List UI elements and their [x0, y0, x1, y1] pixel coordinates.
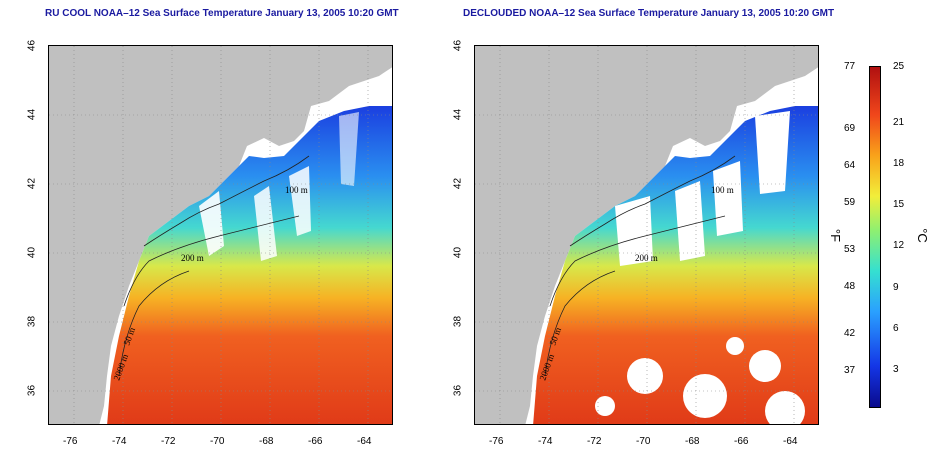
colorbar-c-tick: 25	[893, 61, 905, 72]
lat-tick: 42	[452, 177, 464, 190]
sst-field	[107, 106, 392, 424]
lon-tick: -68	[259, 436, 274, 447]
colorbar-c-tick: 12	[893, 240, 905, 251]
lat-tick: 42	[26, 177, 38, 190]
unit-celsius: °C	[914, 228, 930, 243]
colorbar-f-tick: 59	[844, 197, 856, 208]
lon-tick: -64	[783, 436, 798, 447]
lon-tick: -70	[636, 436, 651, 447]
colorbar-f-tick: 53	[844, 244, 856, 255]
land-mass	[475, 46, 818, 424]
lon-tick: -66	[308, 436, 323, 447]
lon-tick: -74	[538, 436, 553, 447]
lat-tick: 46	[26, 39, 38, 52]
lat-tick: 44	[26, 108, 38, 121]
lat-tick: 36	[452, 384, 464, 397]
colorbar-f-tick: 77	[844, 61, 856, 72]
lon-tick: -76	[63, 436, 78, 447]
contour-label: 200 m	[181, 253, 204, 263]
sst-map-declouded: 100 m 200 m 50 m 2000 m	[474, 45, 819, 425]
lon-tick: -72	[161, 436, 176, 447]
sst-field	[533, 106, 818, 424]
colorbar-c-tick: 18	[893, 158, 905, 169]
lon-tick: -64	[357, 436, 372, 447]
contour-label: 200 m	[635, 253, 658, 263]
lat-tick: 46	[452, 39, 464, 52]
colorbar-c-tick: 15	[893, 199, 905, 210]
colorbar-c-tick: 3	[893, 364, 899, 375]
lat-tick: 38	[452, 315, 464, 328]
lon-tick: -66	[734, 436, 749, 447]
lat-tick: 44	[452, 108, 464, 121]
contour-label: 100 m	[285, 185, 308, 195]
colorbar-c-tick: 6	[893, 323, 899, 334]
temperature-colorbar	[869, 66, 881, 408]
colorbar-f-tick: 64	[844, 160, 856, 171]
land-mass	[49, 46, 392, 424]
lon-tick: -70	[210, 436, 225, 447]
colorbar-f-tick: 48	[844, 281, 856, 292]
contour-label: 100 m	[711, 185, 734, 195]
colorbar-c-tick: 21	[893, 117, 905, 128]
lat-tick: 38	[26, 315, 38, 328]
colorbar-c-tick: 9	[893, 282, 899, 293]
lat-tick: 36	[26, 384, 38, 397]
unit-fahrenheit: °F	[828, 228, 844, 243]
colorbar-f-tick: 37	[844, 365, 856, 376]
sst-map-raw: 100 m 200 m 50 m 2000 m	[48, 45, 393, 425]
lon-tick: -74	[112, 436, 127, 447]
colorbar-f-tick: 69	[844, 123, 856, 134]
left-map-title: RU COOL NOAA–12 Sea Surface Temperature …	[45, 8, 399, 19]
lon-tick: -76	[489, 436, 504, 447]
lat-tick: 40	[452, 246, 464, 259]
lon-tick: -72	[587, 436, 602, 447]
lat-tick: 40	[26, 246, 38, 259]
lon-tick: -68	[685, 436, 700, 447]
right-map-title: DECLOUDED NOAA–12 Sea Surface Temperatur…	[463, 8, 835, 19]
colorbar-f-tick: 42	[844, 328, 856, 339]
